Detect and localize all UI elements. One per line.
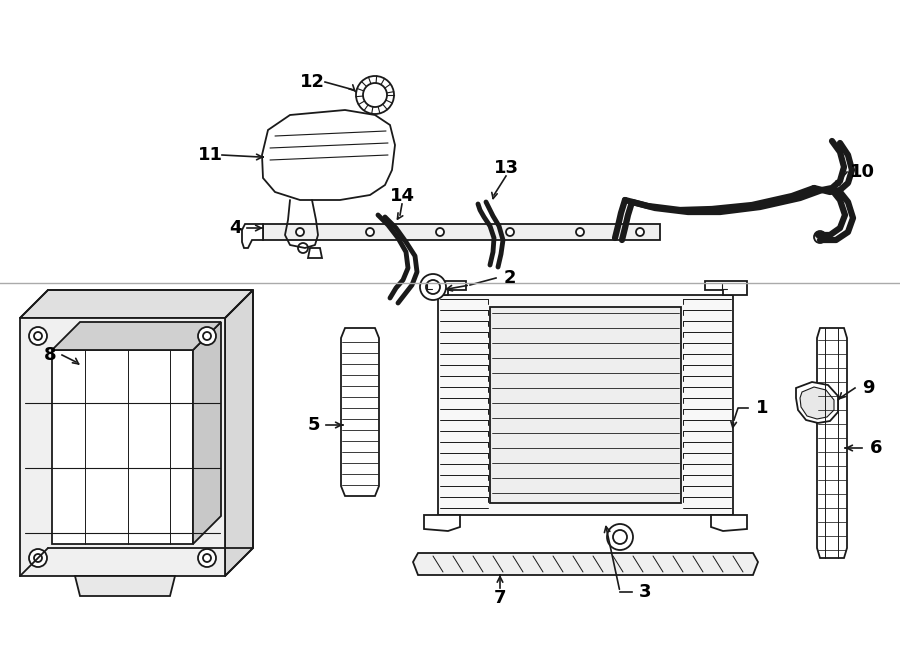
- Text: 5: 5: [308, 416, 320, 434]
- Circle shape: [576, 228, 584, 236]
- Text: 3: 3: [639, 583, 652, 601]
- Circle shape: [366, 228, 374, 236]
- Text: 4: 4: [229, 219, 241, 237]
- Polygon shape: [52, 322, 221, 350]
- Circle shape: [607, 524, 633, 550]
- Text: 9: 9: [862, 379, 874, 397]
- Polygon shape: [242, 224, 263, 248]
- Circle shape: [203, 332, 211, 340]
- Circle shape: [814, 231, 826, 243]
- Polygon shape: [424, 515, 460, 531]
- Circle shape: [296, 228, 304, 236]
- Polygon shape: [263, 224, 660, 240]
- Text: 8: 8: [44, 346, 57, 364]
- Circle shape: [506, 228, 514, 236]
- Text: 2: 2: [504, 269, 517, 287]
- Polygon shape: [225, 290, 253, 576]
- Polygon shape: [424, 281, 466, 295]
- Polygon shape: [262, 110, 395, 200]
- Polygon shape: [490, 307, 681, 503]
- Polygon shape: [341, 328, 379, 496]
- Circle shape: [34, 332, 42, 340]
- Circle shape: [198, 549, 216, 567]
- Text: 11: 11: [197, 146, 222, 164]
- Text: 6: 6: [869, 439, 882, 457]
- Polygon shape: [438, 295, 733, 515]
- Polygon shape: [413, 553, 758, 575]
- Circle shape: [420, 274, 446, 300]
- Circle shape: [613, 530, 627, 544]
- Circle shape: [636, 228, 644, 236]
- Circle shape: [29, 327, 47, 345]
- Polygon shape: [75, 576, 175, 596]
- Polygon shape: [52, 350, 193, 544]
- Text: 14: 14: [390, 187, 415, 205]
- Text: 12: 12: [300, 73, 325, 91]
- Polygon shape: [796, 382, 838, 423]
- Circle shape: [363, 83, 387, 107]
- Polygon shape: [20, 290, 253, 318]
- Circle shape: [29, 549, 47, 567]
- Circle shape: [198, 327, 216, 345]
- Text: 10: 10: [850, 163, 875, 181]
- Polygon shape: [711, 515, 747, 531]
- Polygon shape: [20, 318, 225, 576]
- Text: 13: 13: [493, 159, 518, 177]
- Polygon shape: [193, 322, 221, 544]
- Circle shape: [436, 228, 444, 236]
- Polygon shape: [800, 387, 834, 419]
- Text: 1: 1: [756, 399, 769, 417]
- Circle shape: [426, 280, 440, 294]
- Circle shape: [298, 243, 308, 253]
- Circle shape: [203, 554, 211, 562]
- Text: 7: 7: [494, 589, 506, 607]
- Circle shape: [34, 554, 42, 562]
- Polygon shape: [817, 328, 847, 558]
- Polygon shape: [308, 248, 322, 258]
- Polygon shape: [705, 281, 747, 295]
- Circle shape: [356, 76, 394, 114]
